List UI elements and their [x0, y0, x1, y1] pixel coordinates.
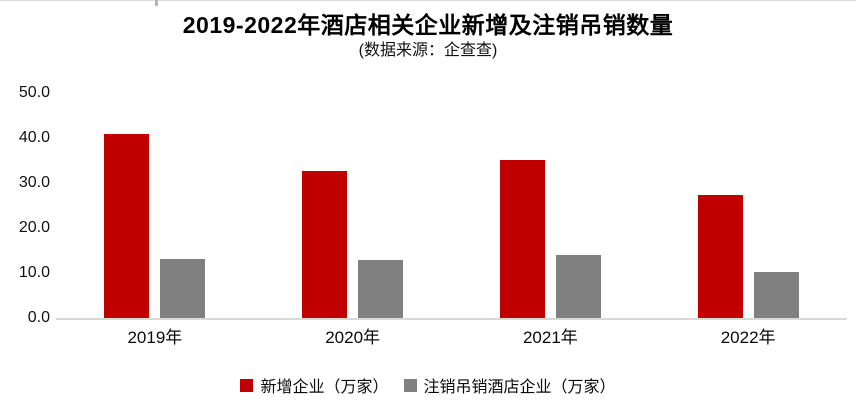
- legend-swatch-deregistered-gray: [403, 378, 417, 392]
- bar-new-2021: [499, 159, 545, 318]
- x-tick-label-2020: 2020年: [325, 328, 381, 347]
- y-tick-label-40: 40.0: [18, 129, 50, 146]
- bar-group-2022: [649, 93, 847, 318]
- plot-area: [56, 93, 847, 320]
- legend-item-deregistered: 注销吊销酒店企业（万家）: [403, 373, 616, 397]
- bar-group-2019: [56, 93, 254, 318]
- y-tick-label-30: 30.0: [18, 174, 50, 191]
- legend-item-new: 新增企业（万家）: [240, 373, 389, 397]
- stray-mark: [155, 0, 158, 6]
- x-tick-label-2019: 2019年: [127, 328, 183, 347]
- y-tick-label-10: 10.0: [18, 264, 50, 281]
- bar-deregistered-2020: [358, 259, 404, 318]
- bar-deregistered-2019: [160, 259, 206, 318]
- x-tick-label-2022: 2022年: [720, 328, 776, 347]
- chart-title: 2019-2022年酒店相关企业新增及注销吊销数量: [182, 12, 674, 38]
- legend-label-new: 新增企业（万家）: [260, 379, 389, 396]
- chart-subtitle: (数据来源：企查查): [358, 42, 498, 59]
- y-tick-label-20: 20.0: [18, 219, 50, 236]
- y-tick-label-0: 0.0: [27, 309, 50, 326]
- bar-group-2021: [452, 93, 650, 318]
- x-axis: 2019年 2020年 2021年 2022年: [56, 327, 847, 349]
- legend-swatch-new-red: [240, 378, 254, 392]
- bar-new-2019: [104, 133, 150, 318]
- legend: 新增企业（万家） 注销吊销酒店企业（万家）: [0, 373, 856, 397]
- legend-label-deregistered: 注销吊销酒店企业（万家）: [423, 379, 616, 396]
- x-tick-label-2021: 2021年: [522, 328, 578, 347]
- y-tick-label-50: 50.0: [18, 84, 50, 101]
- top-divider-line: [0, 0, 856, 1]
- bar-deregistered-2022: [753, 271, 799, 318]
- bar-deregistered-2021: [555, 255, 601, 318]
- bar-group-2020: [254, 93, 452, 318]
- bar-new-2020: [302, 170, 348, 318]
- bar-new-2022: [697, 195, 743, 318]
